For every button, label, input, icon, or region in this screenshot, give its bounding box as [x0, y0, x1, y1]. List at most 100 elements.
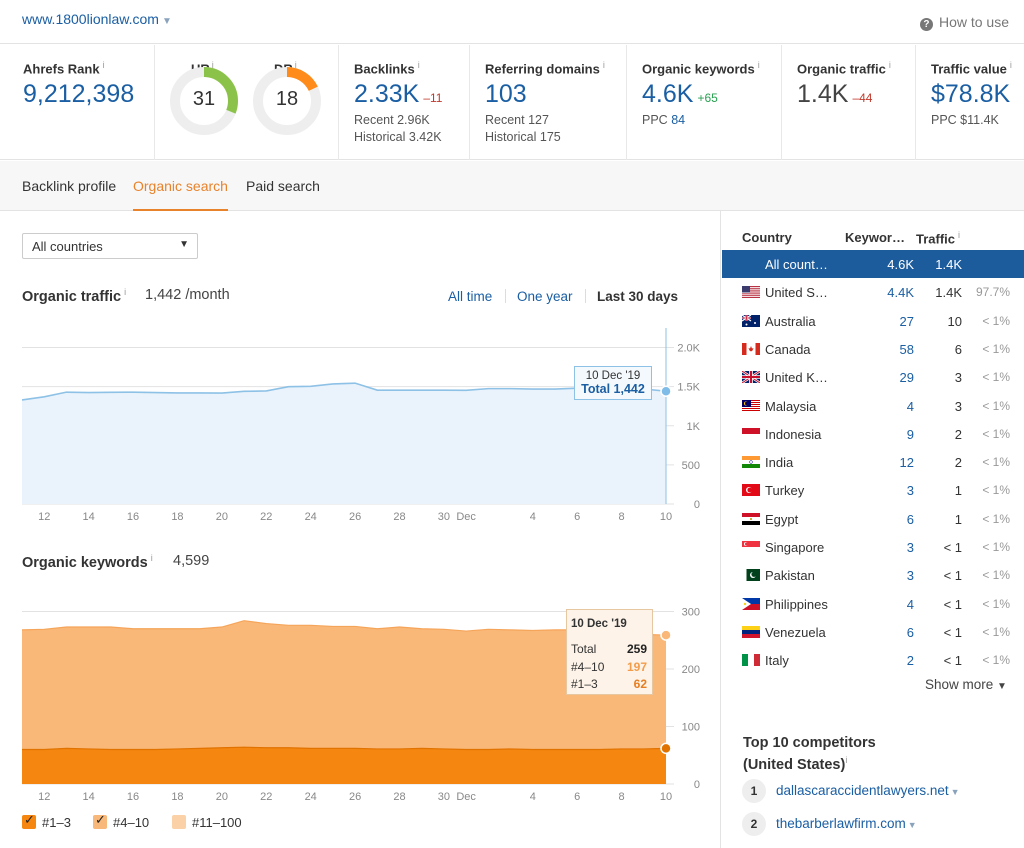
- country-row-id[interactable]: Indonesia 9 2 < 1%: [722, 420, 1024, 448]
- country-keywords[interactable]: 9: [906, 426, 914, 442]
- tab-bar: Backlink profile Organic search Paid sea…: [0, 161, 1024, 211]
- country-keywords[interactable]: 4: [906, 398, 914, 414]
- how-to-use-label: How to use: [938, 14, 1009, 30]
- ppc-keywords[interactable]: PPC 84: [642, 113, 686, 128]
- country-row-my[interactable]: Malaysia 4 3 < 1%: [722, 392, 1024, 420]
- x-tick-label: 18: [171, 791, 183, 803]
- country-row-all[interactable]: All count… 4.6K 1.4K: [722, 250, 1024, 278]
- traffic-header[interactable]: Traffic i: [916, 230, 961, 247]
- range-one-year[interactable]: One year: [517, 289, 573, 304]
- x-tick-label: 22: [260, 511, 272, 523]
- info-icon[interactable]: i: [757, 60, 760, 70]
- flag-ph-icon: [742, 597, 760, 610]
- organic-traffic-value: 1.4K –44: [797, 80, 873, 109]
- range-divider: [585, 289, 586, 303]
- country-keywords[interactable]: 4: [906, 596, 914, 612]
- traffic-value-ppc: PPC $11.4K: [931, 113, 999, 128]
- backlinks-historical[interactable]: Historical 3.42K: [354, 130, 442, 145]
- country-keywords[interactable]: 3: [906, 483, 914, 499]
- backlinks-value[interactable]: 2.33K –11: [354, 80, 443, 109]
- country-row-gb[interactable]: United K… 29 3 < 1%: [722, 363, 1024, 391]
- metrics-bar: Ahrefs Rank i 9,212,398 UR i 31 DR i 18 Bac…: [0, 45, 1024, 160]
- ur-value[interactable]: 31: [192, 88, 216, 110]
- competitor-link[interactable]: thebarberlawfirm.com ▼: [776, 816, 917, 831]
- country-keywords[interactable]: 4.4K: [887, 285, 914, 301]
- country-name: United K…: [765, 370, 828, 386]
- country-traffic: 10: [947, 313, 962, 329]
- how-to-use-link[interactable]: ? How to use: [919, 14, 1009, 31]
- legend-1-3[interactable]: #1–3: [22, 812, 71, 830]
- country-traffic-share: < 1%: [982, 426, 1010, 441]
- country-keywords[interactable]: 2: [906, 653, 914, 669]
- country-keywords[interactable]: 6: [906, 624, 914, 640]
- country-keywords[interactable]: 4.6K: [887, 257, 914, 272]
- country-traffic-share: < 1%: [982, 483, 1010, 498]
- competitor-link[interactable]: dallascaraccidentlawyers.net ▼: [776, 783, 960, 798]
- country-name: Egypt: [765, 511, 799, 527]
- backlinks-recent[interactable]: Recent 2.96K: [354, 113, 430, 128]
- country-keywords[interactable]: 29: [899, 370, 914, 386]
- chevron-down-icon: ▼: [161, 16, 172, 27]
- domain-selector[interactable]: www.1800lionlaw.com ▼: [22, 11, 172, 27]
- country-row-it[interactable]: Italy 2 < 1 < 1%: [722, 646, 1024, 674]
- organic-keywords-value[interactable]: 4.6K +65: [642, 80, 718, 109]
- x-tick-label: 20: [216, 511, 228, 523]
- country-row-eg[interactable]: Egypt 6 1 < 1%: [722, 505, 1024, 533]
- x-tick-label: Dec: [456, 511, 476, 523]
- country-traffic: 1: [954, 511, 962, 527]
- flag-gb-icon: [741, 370, 761, 385]
- info-icon[interactable]: i: [124, 287, 127, 297]
- country-traffic-share: 97.7%: [975, 285, 1010, 300]
- country-header[interactable]: Country: [742, 230, 792, 245]
- chevron-down-icon: ▼: [997, 681, 1007, 692]
- country-row-ve[interactable]: Venezuela 6 < 1 < 1%: [722, 618, 1024, 646]
- country-traffic: < 1: [943, 596, 962, 612]
- country-row-in[interactable]: India 12 2 < 1%: [722, 448, 1024, 476]
- referring-domains-value[interactable]: 103: [485, 80, 527, 109]
- country-row-ca[interactable]: Canada 58 6 < 1%: [722, 335, 1024, 363]
- info-icon[interactable]: i: [294, 60, 297, 70]
- country-traffic: 6: [954, 341, 962, 357]
- chevron-down-icon: ▼: [179, 239, 189, 250]
- referring-domains-recent[interactable]: Recent 127: [485, 113, 549, 128]
- referring-domains-historical[interactable]: Historical 175: [485, 130, 561, 145]
- info-icon[interactable]: i: [102, 60, 105, 70]
- info-icon[interactable]: i: [150, 553, 153, 563]
- legend-4-10[interactable]: #4–10: [93, 812, 149, 830]
- country-name: Canada: [765, 341, 811, 357]
- tab-organic-search[interactable]: Organic search: [133, 178, 228, 211]
- country-keywords[interactable]: 27: [899, 313, 914, 329]
- tab-paid-search[interactable]: Paid search: [246, 178, 320, 194]
- country-keywords[interactable]: 6: [906, 511, 914, 527]
- info-icon[interactable]: i: [211, 60, 214, 70]
- country-row-tr[interactable]: Turkey 3 1 < 1%: [722, 476, 1024, 504]
- info-icon[interactable]: i: [888, 60, 891, 70]
- country-keywords[interactable]: 58: [899, 341, 914, 357]
- traffic-tooltip-value: Total 1,442: [581, 382, 645, 396]
- country-row-ph[interactable]: Philippines 4 < 1 < 1%: [722, 590, 1024, 618]
- ahrefs-rank-value[interactable]: 9,212,398: [23, 80, 135, 109]
- keywords-header[interactable]: Keywor…: [845, 230, 905, 245]
- show-more-button[interactable]: Show more ▼: [925, 677, 1007, 692]
- country-select[interactable]: All countries ▼: [22, 233, 198, 259]
- info-icon[interactable]: i: [417, 60, 420, 70]
- area-1-3: [22, 747, 666, 784]
- range-last-30-days[interactable]: Last 30 days: [597, 289, 679, 304]
- country-row-sg[interactable]: Singapore 3 < 1 < 1%: [722, 533, 1024, 561]
- country-keywords[interactable]: 12: [899, 455, 914, 471]
- info-icon[interactable]: i: [602, 60, 605, 70]
- y-tick-label: 200: [682, 664, 700, 676]
- range-all-time[interactable]: All time: [448, 289, 493, 304]
- legend-11-100[interactable]: #11–100: [172, 815, 242, 830]
- country-keywords[interactable]: 3: [906, 540, 914, 555]
- info-icon[interactable]: i: [958, 230, 961, 240]
- country-traffic-share: < 1%: [982, 313, 1010, 328]
- info-icon[interactable]: i: [1009, 60, 1012, 70]
- tab-backlink-profile[interactable]: Backlink profile: [22, 178, 117, 194]
- country-row-pk[interactable]: Pakistan 3 < 1 < 1%: [722, 561, 1024, 589]
- country-row-au[interactable]: Australia 27 10 < 1%: [722, 307, 1024, 335]
- country-keywords[interactable]: 3: [906, 568, 914, 584]
- info-icon[interactable]: i: [845, 755, 848, 765]
- dr-value[interactable]: 18: [275, 88, 299, 110]
- country-row-us[interactable]: United S… 4.4K 1.4K 97.7%: [722, 278, 1024, 306]
